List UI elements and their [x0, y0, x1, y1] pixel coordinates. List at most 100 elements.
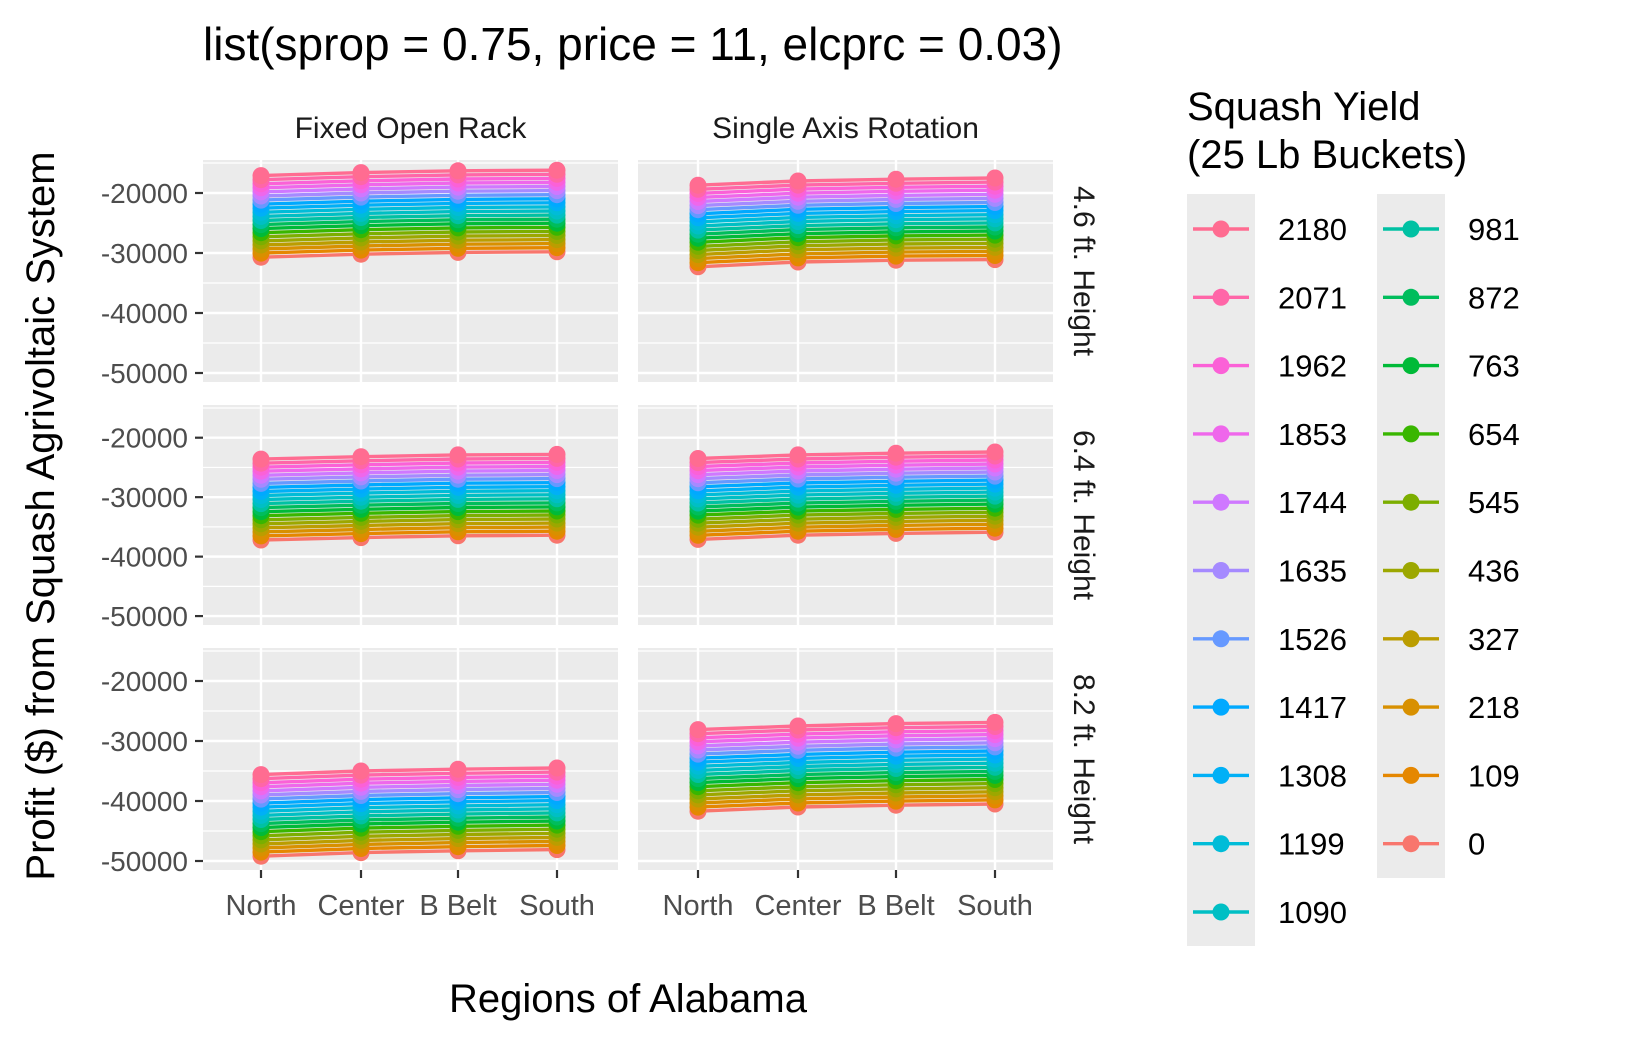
- legend-key-point: [1212, 425, 1230, 443]
- facet-panel: [638, 160, 1053, 382]
- series-line: [260, 497, 558, 506]
- legend-label: 0: [1468, 827, 1485, 862]
- series-line: [697, 196, 996, 208]
- legend-key-point: [1212, 630, 1230, 648]
- series-line: [260, 778, 558, 789]
- series-point: [789, 446, 807, 464]
- x-tick-label: South: [957, 890, 1033, 922]
- series-line: [697, 253, 996, 265]
- series-point: [887, 715, 905, 733]
- series-line: [697, 462, 996, 473]
- series-line: [260, 205, 558, 214]
- series-line: [697, 757, 996, 768]
- series-line: [697, 249, 996, 261]
- legend-key-point: [1212, 288, 1230, 306]
- series-line: [260, 188, 558, 198]
- x-tick-label: Center: [754, 890, 841, 922]
- facet-strip-col-label: Single Axis Rotation: [712, 112, 979, 145]
- series-line: [697, 773, 996, 785]
- series-line: [260, 847, 558, 858]
- series-line: [697, 229, 996, 240]
- series-line: [260, 803, 558, 813]
- series-line: [697, 176, 996, 187]
- series-line: [260, 241, 558, 251]
- legend-label: 1308: [1278, 758, 1347, 793]
- series-line: [697, 180, 996, 191]
- facet-strip-row-label: 6.4 ft. Height: [1067, 430, 1100, 601]
- series-line: [697, 450, 996, 461]
- facet-strip-row-label: 4.6 ft. Height: [1067, 186, 1100, 357]
- series-line: [260, 807, 558, 818]
- legend-label: 2071: [1278, 280, 1347, 315]
- series-line: [260, 225, 558, 235]
- series-line: [697, 204, 996, 216]
- legend-title: (25 Lb Buckets): [1187, 133, 1467, 177]
- series-line: [260, 770, 558, 781]
- y-tick-label: -20000: [101, 178, 188, 209]
- legend-key-point: [1212, 493, 1230, 511]
- legend-label: 1635: [1278, 554, 1347, 589]
- series-line: [697, 241, 996, 253]
- legend-title: Squash Yield: [1187, 85, 1421, 129]
- series-line: [260, 201, 558, 210]
- x-tick-label: South: [519, 890, 595, 922]
- legend-label: 763: [1468, 349, 1520, 384]
- series-line: [260, 481, 558, 490]
- series-point: [252, 450, 270, 468]
- series-line: [697, 749, 996, 760]
- series-line: [260, 250, 558, 259]
- series-line: [260, 823, 558, 834]
- series-line: [697, 514, 996, 525]
- facet-panel: [638, 405, 1053, 625]
- series-point: [352, 762, 370, 780]
- series-line: [697, 786, 996, 797]
- series-line: [260, 485, 558, 494]
- x-tick-label: North: [226, 890, 297, 922]
- series-line: [260, 815, 558, 826]
- legend-label: 436: [1468, 554, 1520, 589]
- series-point: [789, 172, 807, 190]
- facet-strip-col-label: Fixed Open Rack: [295, 112, 528, 145]
- series-line: [260, 193, 558, 202]
- y-tick-label: -50000: [101, 846, 188, 877]
- legend-key-bg: [1377, 194, 1445, 878]
- legend-key-point: [1402, 630, 1420, 648]
- series-line: [697, 522, 996, 533]
- legend-key-point: [1212, 698, 1230, 716]
- series-line: [260, 168, 558, 178]
- series-line: [697, 188, 996, 200]
- series-line: [260, 209, 558, 219]
- legend-key-point: [1212, 357, 1230, 375]
- y-tick-label: -40000: [101, 786, 188, 817]
- series-line: [260, 452, 558, 461]
- series-line: [260, 246, 558, 255]
- series-line: [697, 761, 996, 773]
- series-line: [260, 197, 558, 206]
- series-point: [986, 169, 1004, 187]
- series-line: [260, 237, 558, 247]
- series-line: [260, 505, 558, 514]
- facet-strip-row-label: 8.2 ft. Height: [1067, 674, 1100, 845]
- series-line: [260, 843, 558, 854]
- series-line: [260, 766, 558, 777]
- legend-key-point: [1212, 766, 1230, 784]
- legend-key-point: [1402, 425, 1420, 443]
- series-point: [887, 444, 905, 462]
- y-tick-label: -30000: [101, 238, 188, 269]
- series-line: [697, 474, 996, 485]
- series-line: [260, 790, 558, 801]
- series-point: [689, 450, 707, 467]
- series-line: [697, 745, 996, 756]
- series-line: [697, 225, 996, 236]
- series-line: [260, 172, 558, 182]
- y-tick-label: -50000: [101, 358, 188, 389]
- legend-label: 2180: [1278, 212, 1347, 247]
- x-axis-label: Regions of Alabama: [449, 977, 808, 1021]
- series-point: [352, 448, 370, 466]
- series-line: [260, 229, 558, 239]
- series-line: [697, 454, 996, 465]
- legend-key-point: [1212, 903, 1230, 921]
- series-line: [260, 184, 558, 194]
- series-line: [697, 233, 996, 244]
- series-line: [697, 482, 996, 493]
